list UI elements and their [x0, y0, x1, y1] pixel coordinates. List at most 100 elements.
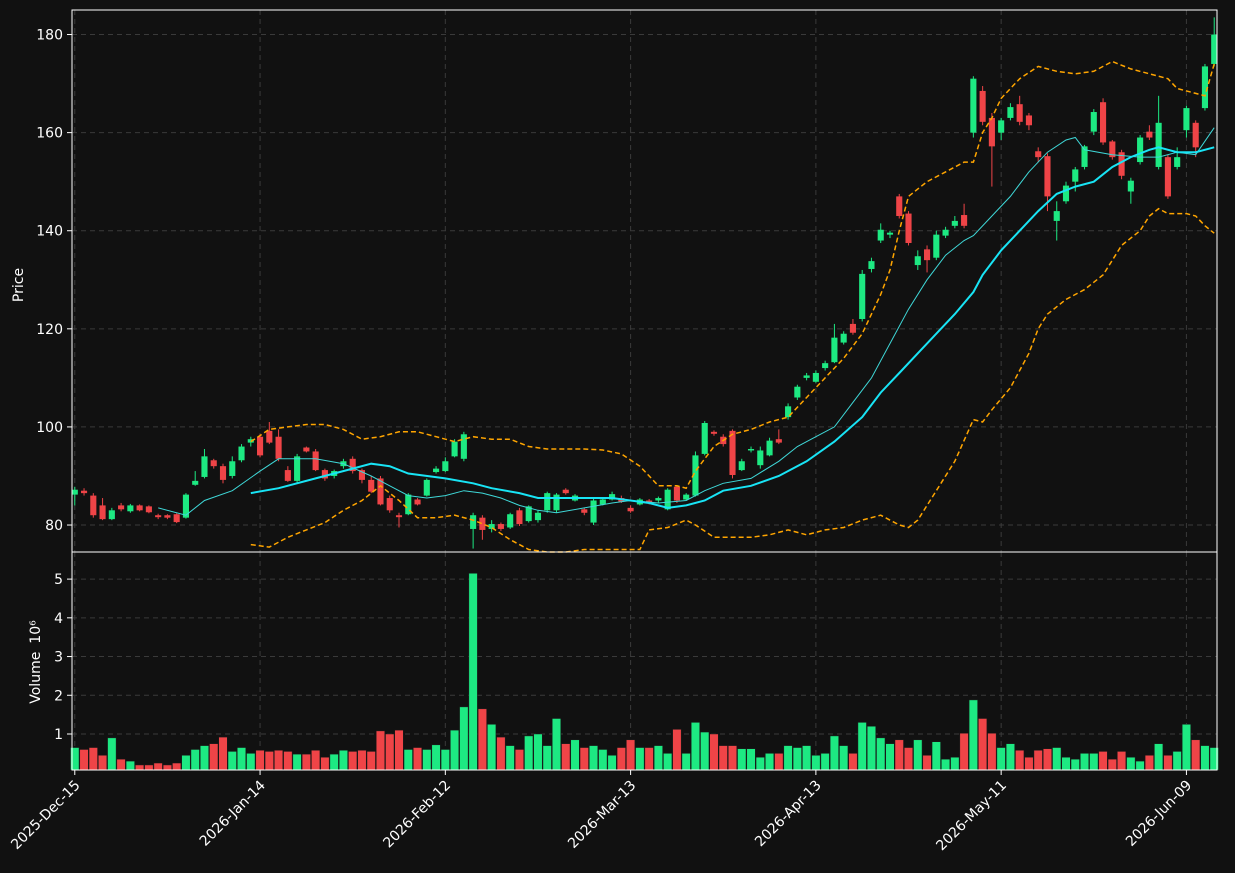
volume-bar: [987, 732, 997, 771]
volume-bar: [338, 750, 348, 771]
volume-bar: [690, 722, 700, 771]
candle-body: [877, 229, 884, 241]
volume-bar: [700, 731, 710, 771]
volume-bar: [1135, 760, 1145, 771]
candle-body: [1211, 34, 1218, 64]
volume-bar: [292, 753, 302, 771]
volume-bar: [153, 762, 163, 771]
candle-body: [859, 273, 866, 320]
y-tick-label: 3: [54, 650, 63, 666]
candle-body: [785, 406, 792, 418]
volume-bar: [496, 736, 506, 771]
y-tick-label: 180: [36, 28, 63, 44]
volume-bar: [1181, 724, 1191, 771]
candle-body: [1137, 137, 1144, 163]
overlay-line: [250, 207, 1215, 553]
candle-body: [673, 486, 680, 501]
volume-bar: [746, 748, 756, 771]
volume-bar: [551, 718, 562, 771]
volume-scale: 10⁶: [28, 620, 44, 644]
y-tick-label: 1: [54, 727, 63, 743]
volume-bar: [829, 735, 839, 771]
volume-bar: [440, 749, 450, 771]
candle-body: [219, 466, 227, 480]
volume-bar: [1089, 753, 1099, 771]
volume-bar: [413, 747, 423, 771]
volume-bar: [1015, 750, 1025, 771]
volume-bar: [135, 764, 145, 771]
candle-body: [358, 470, 366, 480]
volume-bar: [227, 751, 237, 771]
candle-body: [136, 505, 143, 511]
candle-body: [664, 489, 671, 510]
volume-bar: [422, 749, 432, 771]
candle-body: [377, 478, 384, 505]
candle-body: [210, 460, 217, 467]
volume-bar: [894, 739, 904, 771]
candle-body: [182, 494, 190, 518]
candle-body: [201, 456, 208, 477]
volume-bar: [329, 753, 339, 771]
volume-bar: [802, 745, 812, 771]
volume-bar: [1052, 747, 1062, 771]
volume-bar: [181, 755, 191, 771]
candle-body: [118, 505, 125, 510]
candle-body: [507, 514, 514, 528]
candle-body: [914, 256, 921, 266]
volume-label: Volume: [28, 652, 44, 704]
volume-bar: [1107, 758, 1117, 771]
volume-bar: [348, 751, 358, 771]
candle-body: [544, 493, 551, 511]
y-tick-label: 5: [54, 572, 63, 588]
volume-bar: [468, 573, 478, 771]
volume-bar: [172, 762, 182, 771]
candle-body: [433, 468, 440, 473]
candle-body: [516, 510, 523, 525]
candle-body: [470, 515, 477, 529]
volume-bar: [755, 756, 765, 771]
candle-body: [590, 500, 597, 523]
candle-body: [368, 479, 375, 492]
candle-body: [933, 234, 940, 258]
volume-bar: [598, 749, 608, 771]
volume-bar: [301, 753, 311, 771]
candle-body: [1118, 152, 1125, 176]
volume-bar: [357, 750, 367, 771]
volume-bar: [922, 755, 932, 771]
volume-bar: [385, 733, 395, 771]
candle-body: [1016, 104, 1023, 122]
volume-axis-label: Volume 10⁶: [28, 620, 44, 704]
candle-body: [127, 505, 134, 512]
candle-body: [562, 489, 569, 494]
candle-body: [1109, 141, 1116, 158]
candle-body: [701, 422, 708, 454]
volume-bar: [533, 733, 543, 771]
volume-bar: [866, 725, 876, 771]
candle-body: [1164, 157, 1171, 197]
candle-body: [1062, 185, 1070, 202]
volume-bar: [1061, 756, 1071, 771]
candle-body: [655, 498, 662, 501]
candle-body: [840, 333, 847, 343]
overlay-line: [250, 146, 1215, 509]
candle-body: [312, 451, 319, 471]
volume-bar: [579, 747, 589, 771]
volume-bar: [1191, 739, 1201, 771]
candle-body: [775, 439, 782, 443]
candle-body: [1146, 131, 1153, 138]
volume-bar: [394, 729, 404, 771]
candle-body: [951, 220, 958, 226]
volume-bar: [978, 718, 988, 771]
candle-body: [581, 509, 588, 513]
candle-body: [1183, 108, 1190, 131]
volume-bar: [968, 699, 978, 771]
volume-bar: [811, 755, 821, 771]
volume-bar: [1126, 756, 1136, 771]
volume-bar: [709, 733, 719, 771]
volume-bar: [79, 749, 89, 771]
volume-frame: [71, 551, 1218, 771]
y-tick-label: 4: [54, 611, 63, 627]
volume-bar: [1172, 751, 1182, 771]
volume-bar: [681, 753, 691, 771]
